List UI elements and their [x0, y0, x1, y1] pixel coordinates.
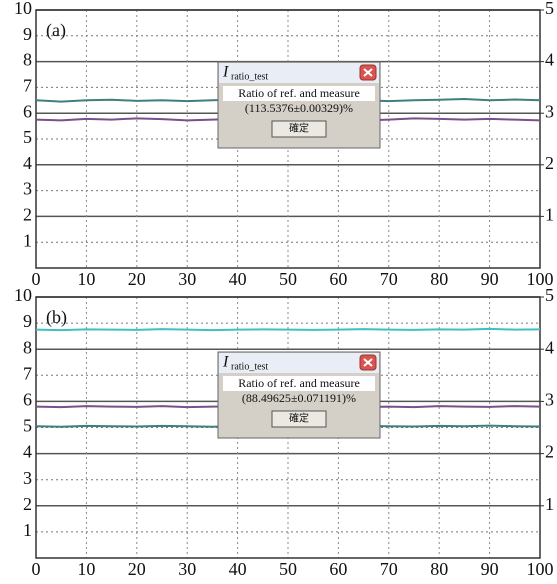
dialog-title-main: I — [222, 354, 229, 371]
y2-tick-label: 1 — [545, 494, 554, 514]
y2-tick-label: 4 — [545, 337, 554, 357]
y-tick-label: 7 — [23, 363, 32, 383]
data-line — [36, 329, 540, 330]
y-tick-label: 2 — [23, 205, 32, 225]
y-tick-label: 5 — [23, 127, 32, 147]
y2-tick-label: 2 — [545, 442, 554, 462]
x-tick-label: 10 — [77, 269, 95, 289]
x-tick-label: 20 — [128, 269, 146, 289]
y-tick-label: 1 — [23, 230, 32, 250]
y2-tick-label: 2 — [545, 153, 554, 173]
x-tick-label: 0 — [32, 269, 41, 289]
x-tick-label: 70 — [380, 269, 398, 289]
y-tick-label: 6 — [23, 390, 32, 410]
y-tick-label: 9 — [23, 24, 32, 44]
x-tick-label: 50 — [279, 269, 297, 289]
x-tick-label: 60 — [329, 559, 347, 579]
y2-tick-label: 4 — [545, 50, 554, 70]
panel-label: (a) — [46, 20, 66, 41]
dialog-value: (113.5376±0.00329)% — [245, 101, 353, 115]
dialog-text: Ratio of ref. and measure — [238, 376, 360, 390]
dialog-title-main: I — [222, 64, 229, 81]
y-tick-label: 10 — [14, 285, 32, 305]
x-tick-label: 60 — [329, 269, 347, 289]
y-tick-label: 9 — [23, 311, 32, 331]
y-tick-label: 4 — [23, 442, 32, 462]
y-tick-label: 5 — [23, 416, 32, 436]
y-tick-label: 2 — [23, 494, 32, 514]
x-tick-label: 80 — [430, 559, 448, 579]
y2-tick-label: 5 — [545, 285, 554, 305]
x-tick-label: 100 — [527, 559, 554, 579]
x-tick-label: 90 — [481, 559, 499, 579]
x-tick-label: 30 — [178, 559, 196, 579]
x-tick-label: 80 — [430, 269, 448, 289]
y2-tick-label: 5 — [545, 0, 554, 18]
x-tick-label: 40 — [229, 559, 247, 579]
y-tick-label: 8 — [23, 50, 32, 70]
dialog-value: (88.49625±0.071191)% — [242, 391, 356, 405]
dialog-title-sub: ratio_test — [231, 71, 268, 82]
y-tick-label: 4 — [23, 153, 32, 173]
x-tick-label: 10 — [77, 559, 95, 579]
x-tick-label: 0 — [32, 559, 41, 579]
y-tick-label: 7 — [23, 76, 32, 96]
y-tick-label: 8 — [23, 337, 32, 357]
x-tick-label: 30 — [178, 269, 196, 289]
x-tick-label: 70 — [380, 559, 398, 579]
x-tick-label: 50 — [279, 559, 297, 579]
y2-tick-label: 3 — [545, 390, 554, 410]
y-tick-label: 3 — [23, 468, 32, 488]
x-tick-label: 20 — [128, 559, 146, 579]
y-tick-label: 3 — [23, 179, 32, 199]
x-tick-label: 40 — [229, 269, 247, 289]
y-tick-label: 6 — [23, 101, 32, 121]
panel-label: (b) — [46, 307, 67, 328]
x-tick-label: 90 — [481, 269, 499, 289]
y2-tick-label: 3 — [545, 101, 554, 121]
dialog-text: Ratio of ref. and measure — [238, 86, 360, 100]
y-tick-label: 1 — [23, 520, 32, 540]
ok-button-label: 確定 — [289, 411, 309, 424]
y-tick-label: 10 — [14, 0, 32, 18]
ok-button-label: 確定 — [289, 121, 309, 134]
figure: 12345678910123450102030405060708090100(a… — [0, 0, 557, 584]
dialog-title-sub: ratio_test — [231, 361, 268, 372]
y2-tick-label: 1 — [545, 205, 554, 225]
